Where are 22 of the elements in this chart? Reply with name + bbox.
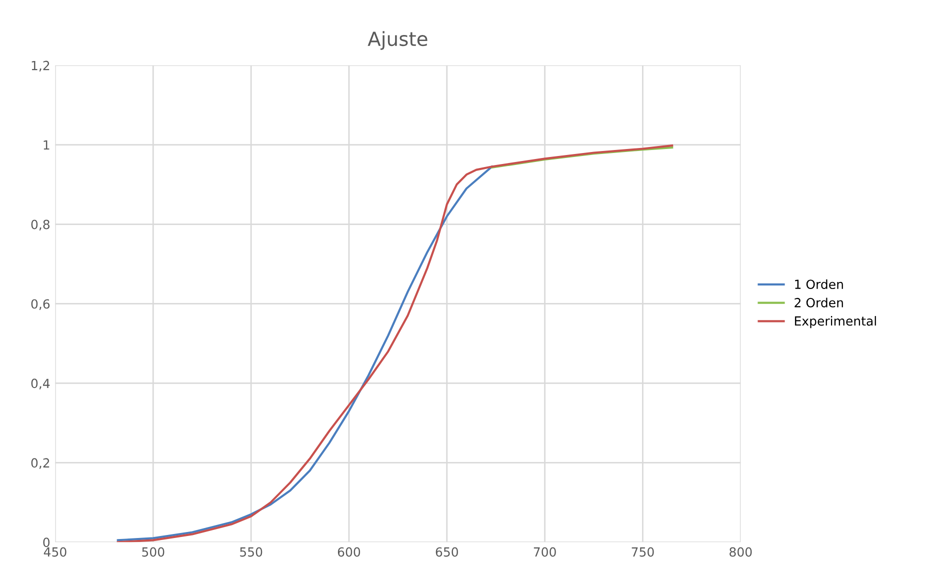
legend-label: Experimental (794, 316, 876, 328)
y-tick-label: 1 (44, 140, 50, 150)
x-tick-label: 750 (632, 547, 654, 557)
x-tick-label: 550 (240, 547, 262, 557)
chart-title: Ajuste (368, 31, 428, 50)
x-tick-label: 450 (44, 547, 66, 557)
x-tick-label: 800 (730, 547, 752, 557)
y-tick-label: 0,8 (31, 220, 50, 230)
y-tick-label: 1,2 (32, 60, 50, 72)
y-tick-label: 0 (43, 538, 50, 548)
y-tick-label: 0,6 (31, 299, 50, 310)
line-series (116, 144, 674, 542)
x-tick-label: 650 (436, 547, 458, 557)
line-series (490, 146, 674, 168)
legend-label: 1 Orden (795, 279, 843, 290)
x-tick-label: 600 (338, 547, 360, 557)
legend-label: 2 Orden (794, 298, 843, 308)
x-tick-label: 700 (534, 547, 556, 557)
line-series (116, 166, 493, 542)
y-tick-label: 0,4 (31, 378, 50, 390)
x-tick-label: 500 (142, 547, 164, 557)
y-tick-label: 0,2 (31, 458, 50, 469)
